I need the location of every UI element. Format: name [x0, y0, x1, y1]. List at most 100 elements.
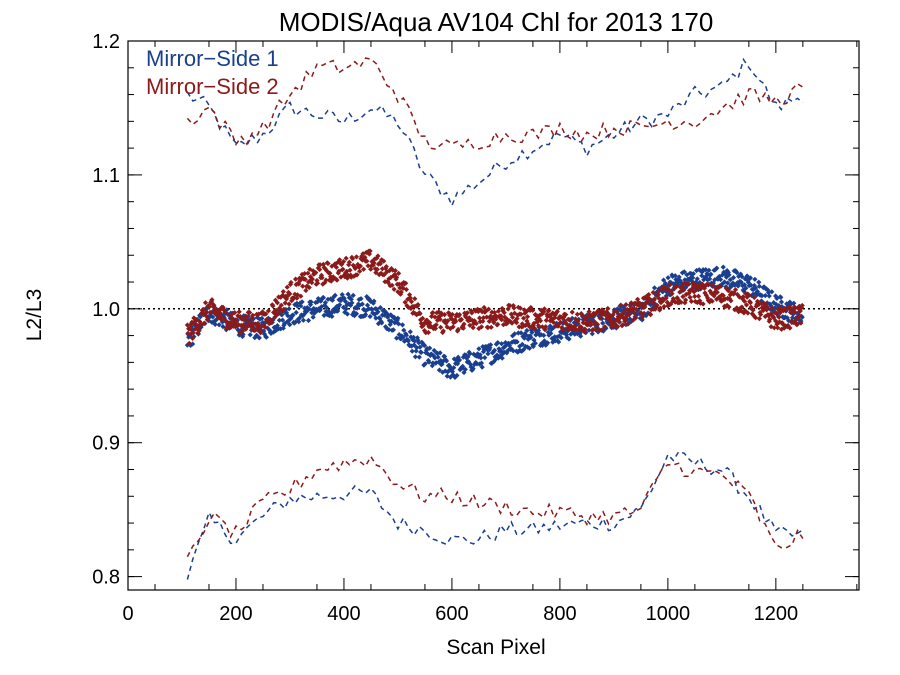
data-point	[509, 320, 515, 326]
data-point	[578, 324, 584, 330]
data-point	[601, 309, 607, 315]
data-point	[219, 315, 225, 321]
data-point	[221, 307, 227, 313]
data-point	[475, 351, 481, 357]
data-point	[190, 335, 196, 341]
data-point	[455, 326, 461, 333]
data-point	[478, 324, 485, 330]
data-point	[367, 248, 373, 254]
data-point	[756, 283, 762, 289]
data-point	[386, 276, 392, 282]
data-point	[588, 322, 594, 328]
data-point	[759, 293, 765, 299]
data-point	[317, 262, 323, 268]
x-tick-label: 800	[543, 603, 576, 625]
data-point	[615, 323, 621, 330]
data-point	[694, 276, 700, 282]
data-point	[429, 313, 435, 319]
data-point	[744, 294, 750, 300]
data-point	[746, 292, 752, 298]
data-point	[426, 359, 432, 365]
data-point	[751, 294, 757, 301]
data-point	[798, 320, 804, 326]
data-point	[262, 320, 268, 326]
data-point	[515, 312, 521, 318]
data-point	[353, 254, 360, 260]
data-point	[449, 311, 455, 318]
data-point	[201, 307, 207, 313]
data-point	[686, 290, 692, 296]
data-point	[778, 299, 785, 305]
data-point	[723, 274, 729, 280]
data-point	[573, 327, 579, 333]
data-point	[580, 320, 586, 326]
data-point	[690, 271, 696, 277]
data-point	[694, 287, 700, 293]
data-point	[310, 268, 316, 274]
data-point	[450, 324, 456, 330]
data-point	[748, 282, 754, 288]
data-point	[555, 323, 561, 329]
data-point	[403, 286, 409, 293]
data-point	[758, 311, 764, 318]
data-point	[257, 316, 263, 322]
data-point	[403, 280, 409, 286]
x-tick-label: 200	[219, 603, 252, 625]
data-point	[396, 270, 402, 276]
data-point	[461, 321, 467, 327]
data-point	[302, 271, 308, 277]
data-point	[537, 318, 544, 324]
data-point	[456, 357, 463, 363]
x-tick-label: 400	[327, 603, 360, 625]
data-point	[572, 316, 579, 322]
data-point	[683, 285, 689, 291]
data-point	[367, 313, 373, 320]
data-point	[403, 332, 409, 338]
data-point	[574, 311, 580, 317]
data-point	[491, 319, 497, 326]
data-point	[560, 320, 566, 326]
data-point	[747, 300, 753, 306]
data-point	[695, 293, 702, 299]
data-point	[432, 325, 439, 332]
data-point	[298, 303, 304, 309]
data-point	[594, 322, 601, 328]
data-point	[582, 326, 588, 332]
data-point	[381, 271, 387, 278]
y-axis-label: L2/L3	[23, 289, 46, 342]
data-point	[632, 300, 638, 306]
data-point	[420, 315, 426, 321]
data-point	[756, 316, 762, 322]
data-point	[703, 273, 709, 279]
data-point	[586, 327, 592, 333]
data-point	[354, 272, 360, 278]
data-point	[590, 327, 596, 333]
data-point	[311, 310, 317, 316]
data-point	[790, 311, 796, 317]
data-point	[639, 315, 645, 321]
data-point	[445, 318, 451, 324]
data-point	[525, 336, 531, 342]
data-point	[249, 325, 255, 331]
data-point	[796, 317, 802, 323]
data-point	[446, 362, 452, 368]
data-point	[725, 280, 731, 286]
data-point	[340, 259, 347, 265]
data-point	[578, 333, 584, 339]
data-point	[799, 305, 805, 311]
data-point	[300, 317, 306, 323]
data-point	[276, 317, 282, 323]
data-point	[687, 294, 693, 300]
data-point	[525, 321, 531, 327]
data-point	[241, 322, 247, 328]
data-point	[389, 282, 395, 288]
data-point	[326, 308, 332, 314]
data-point	[340, 266, 346, 272]
data-point	[775, 325, 781, 331]
data-point	[646, 292, 652, 298]
data-point	[558, 319, 564, 325]
data-point	[575, 318, 581, 324]
data-point	[528, 327, 534, 333]
data-point	[545, 340, 551, 346]
data-point	[531, 337, 537, 343]
